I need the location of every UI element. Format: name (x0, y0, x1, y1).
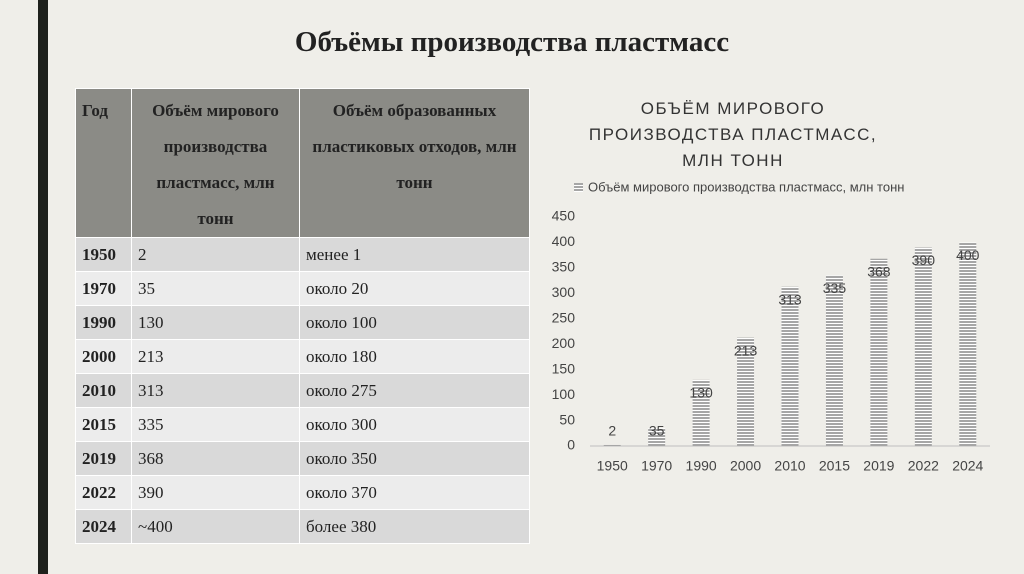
header-row: Год Объём мирового производства пластмасс… (75, 88, 530, 238)
table-cell: 2024 (75, 509, 132, 544)
y-tick-label: 0 (567, 437, 575, 453)
table-cell: более 380 (299, 509, 530, 544)
table-cell: 2010 (75, 373, 132, 408)
table-cell: 335 (131, 407, 300, 442)
data-label: 368 (867, 263, 891, 279)
table-cell: 2019 (75, 441, 132, 476)
bar (870, 258, 888, 446)
bar (692, 379, 710, 446)
table-cell: около 350 (299, 441, 530, 476)
y-tick-label: 150 (552, 360, 576, 376)
table-cell: 2 (131, 237, 300, 272)
table-cell: около 275 (299, 373, 530, 408)
table-row: 2024 ~400 более 380 (75, 509, 530, 544)
bar (737, 337, 755, 446)
table-row: 1950 2 менее 1 (75, 237, 530, 272)
header-cell: Объём образованных пластиковых отходов, … (299, 88, 530, 238)
slide-title: Объёмы производства пластмасс (294, 26, 730, 58)
x-tick-label: 2010 (774, 458, 805, 474)
x-tick-label: 2022 (908, 458, 939, 474)
table-cell: 313 (131, 373, 300, 408)
side-bar (38, 0, 48, 574)
bar (825, 275, 843, 446)
table-cell: около 20 (299, 271, 530, 306)
y-tick-label: 50 (559, 411, 575, 427)
table-cell: 35 (131, 271, 300, 306)
x-tick-label: 1990 (686, 458, 717, 474)
table-cell: 390 (131, 475, 300, 510)
table-cell: около 100 (299, 305, 530, 340)
table-row: 2000 213 около 180 (75, 339, 530, 374)
x-tick-label: 2024 (952, 458, 983, 474)
table-cell: около 370 (299, 475, 530, 510)
legend-label: Объём мирового производства пластмасс, м… (588, 179, 904, 194)
table-row: 2022 390 около 370 (75, 475, 530, 510)
x-tick-label: 1970 (641, 458, 672, 474)
table-row: 2010 313 около 275 (75, 373, 530, 408)
table-cell: 2015 (75, 407, 132, 442)
data-label: 213 (734, 342, 758, 358)
data-label: 2 (608, 423, 616, 439)
bar (959, 242, 977, 446)
x-tick-label: 2000 (730, 458, 761, 474)
header-cell: Объём мирового производства пластмасс, м… (131, 88, 300, 238)
y-tick-label: 400 (552, 233, 576, 249)
y-tick-label: 200 (552, 335, 576, 351)
bar (603, 444, 621, 446)
data-label: 390 (912, 252, 936, 268)
y-tick-label: 350 (552, 259, 576, 275)
table-cell: 130 (131, 305, 300, 340)
y-tick-label: 250 (552, 309, 576, 325)
table-row: 1970 35 около 20 (75, 271, 530, 306)
table-cell: 368 (131, 441, 300, 476)
header-cell: Год (75, 88, 132, 238)
x-tick-label: 2019 (863, 458, 894, 474)
table-cell: менее 1 (299, 237, 530, 272)
table-row: 1990 130 около 100 (75, 305, 530, 340)
data-table: Год Объём мирового производства пластмасс… (75, 88, 530, 544)
bar (781, 286, 799, 446)
y-tick-label: 300 (552, 284, 576, 300)
data-label: 313 (778, 291, 802, 307)
table-cell: 2022 (75, 475, 132, 510)
x-tick-label: 1950 (597, 458, 628, 474)
table-row: 2015 335 около 300 (75, 407, 530, 442)
y-tick-label: 100 (552, 386, 576, 402)
x-tick-label: 2015 (819, 458, 850, 474)
table-cell: 1950 (75, 237, 132, 272)
data-label: 400 (956, 247, 980, 263)
data-label: 35 (649, 423, 665, 439)
data-label: 335 (823, 280, 847, 296)
chart-title: ОБЪЁМ МИРОВОГО ПРОИЗВОДСТВА ПЛАСТМАСС, М… (588, 99, 878, 170)
table-cell: около 180 (299, 339, 530, 374)
table-cell: около 300 (299, 407, 530, 442)
table-cell: 2000 (75, 339, 132, 374)
legend-swatch (574, 183, 583, 192)
y-tick-label: 450 (552, 208, 576, 224)
table-cell: ~400 (131, 509, 300, 544)
bar (648, 428, 666, 446)
data-label: 130 (689, 385, 713, 401)
bar (914, 247, 932, 446)
table-cell: 213 (131, 339, 300, 374)
table-row: 2019 368 около 350 (75, 441, 530, 476)
